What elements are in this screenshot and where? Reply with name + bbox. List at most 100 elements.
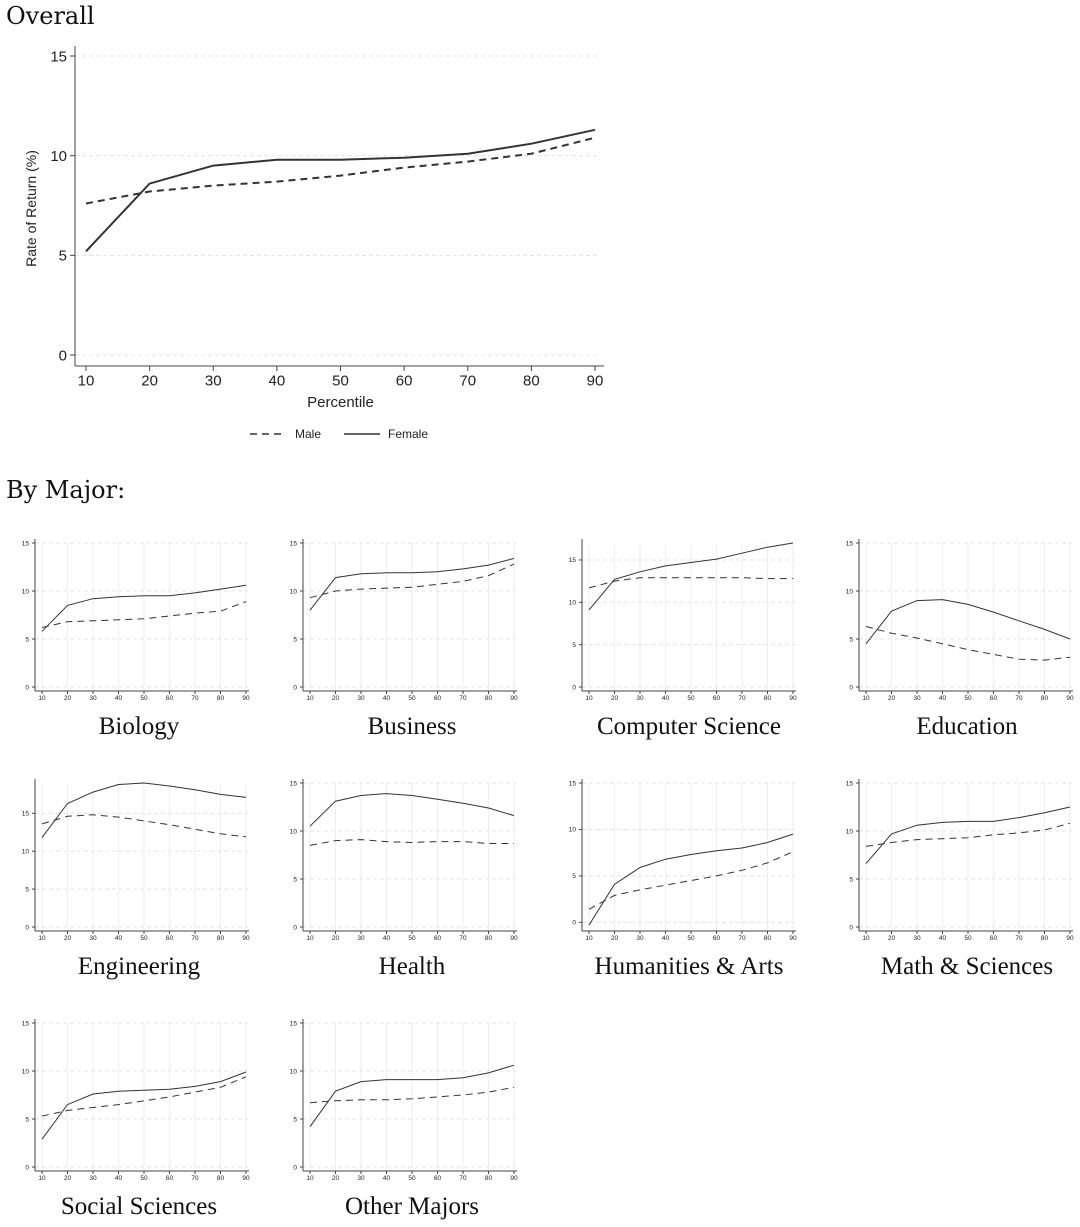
chart-biology: 0 5 10 15 10 20 30 40 50 60 70 80 90 [22,539,250,702]
chart-engineering: 0 5 10 15 10 20 30 40 50 60 70 80 90 [22,779,250,942]
series-line-female [588,542,794,611]
x-tick-label: 90 [242,935,250,942]
x-tick-label: 50 [408,695,416,702]
x-tick-label: 50 [332,372,349,389]
series-line-male [41,1076,247,1117]
chart-education: 0 5 10 15 10 20 30 40 50 60 70 80 90 [846,539,1074,702]
y-tick-label: 5 [25,886,29,893]
y-tick-label: 0 [572,684,576,691]
x-tick-label: 10 [306,935,314,942]
x-tick-label: 20 [332,935,340,942]
x-tick-label: 50 [140,935,148,942]
y-tick-label: 15 [50,48,67,65]
x-tick-label: 70 [459,935,467,942]
y-tick-label: 5 [572,642,576,649]
major-title-engineering: Engineering [77,953,201,980]
legend-label-male: Male [295,427,321,441]
x-tick-label: 90 [587,372,604,389]
y-tick-label: 5 [293,636,297,643]
series-line-male [41,601,247,628]
x-tick-label: 90 [789,935,797,942]
x-tick-label: 80 [1041,935,1049,942]
series-line-female [309,557,515,611]
x-tick-label: 70 [459,695,467,702]
x-tick-label: 60 [166,935,174,942]
y-tick-label: 10 [569,600,577,607]
series-line-female [41,584,247,632]
x-tick-label: 60 [434,935,442,942]
series-line-male [588,577,793,589]
x-tick-label: 60 [396,372,413,389]
x-tick-label: 70 [738,695,746,702]
x-tick-label: 50 [408,935,416,942]
y-tick-label: 15 [569,780,577,787]
major-title-business: Business [367,713,457,740]
x-tick-label: 30 [357,695,365,702]
x-tick-label: 20 [64,935,72,942]
x-tick-label: 10 [862,935,870,942]
x-tick-label: 10 [38,935,46,942]
x-tick-label: 80 [523,372,540,389]
y-tick-label: 5 [572,873,576,880]
y-tick-label: 0 [572,920,576,927]
x-tick-label: 90 [510,935,518,942]
y-tick-label: 15 [22,540,30,547]
x-tick-label: 20 [141,372,158,389]
chart-other_majors: 0 5 10 15 10 20 30 40 50 60 70 80 90 [290,1019,518,1182]
x-tick-label: 60 [434,695,442,702]
x-tick-label: 30 [357,935,365,942]
x-tick-label: 10 [306,1175,314,1182]
y-tick-label: 10 [846,588,854,595]
y-tick-label: 0 [849,684,853,691]
y-tick-label: 5 [25,1116,29,1123]
x-tick-label: 20 [332,695,340,702]
series-line-female [85,128,596,252]
y-tick-label: 5 [849,876,853,883]
x-tick-label: 90 [242,695,250,702]
y-tick-label: 0 [293,924,297,931]
y-tick-label: 5 [25,636,29,643]
x-tick-label: 40 [383,695,391,702]
x-tick-label: 50 [140,1175,148,1182]
y-tick-label: 15 [290,540,298,547]
x-tick-label: 70 [459,372,476,389]
major-title-education: Education [916,713,1018,740]
y-tick-label: 0 [293,1164,297,1171]
x-axis-label: Percentile [307,394,374,411]
x-tick-label: 80 [217,1175,225,1182]
x-tick-label: 10 [585,935,593,942]
x-tick-label: 30 [636,695,644,702]
x-tick-label: 40 [939,935,947,942]
y-tick-label: 10 [22,848,30,855]
x-tick-label: 80 [485,935,493,942]
y-tick-label: 15 [290,780,298,787]
y-tick-label: 15 [569,557,577,564]
major-title-health: Health [378,953,446,980]
y-tick-label: 10 [22,588,30,595]
y-tick-label: 15 [22,811,30,818]
y-tick-label: 10 [290,1068,298,1075]
x-tick-label: 60 [434,1175,442,1182]
x-tick-label: 20 [888,695,896,702]
x-tick-label: 20 [888,935,896,942]
x-tick-label: 30 [913,935,921,942]
x-tick-label: 70 [191,695,199,702]
y-tick-label: 10 [50,148,67,165]
x-tick-label: 30 [913,695,921,702]
y-tick-label: 15 [846,780,854,787]
x-tick-label: 20 [64,1175,72,1182]
y-tick-label: 15 [22,1020,30,1027]
series-line-male [309,1086,515,1104]
series-line-female [41,782,247,838]
x-tick-label: 80 [485,695,493,702]
x-tick-label: 60 [990,935,998,942]
chart-humanities_arts: 0 5 10 15 10 20 30 40 50 60 70 80 90 [569,779,797,942]
x-tick-label: 10 [862,695,870,702]
series-line-female [309,793,515,827]
x-tick-label: 70 [191,1175,199,1182]
x-tick-label: 40 [662,935,670,942]
x-tick-label: 50 [140,695,148,702]
x-tick-label: 50 [964,695,972,702]
major-title-social-sciences: Social Sciences [60,1193,218,1220]
